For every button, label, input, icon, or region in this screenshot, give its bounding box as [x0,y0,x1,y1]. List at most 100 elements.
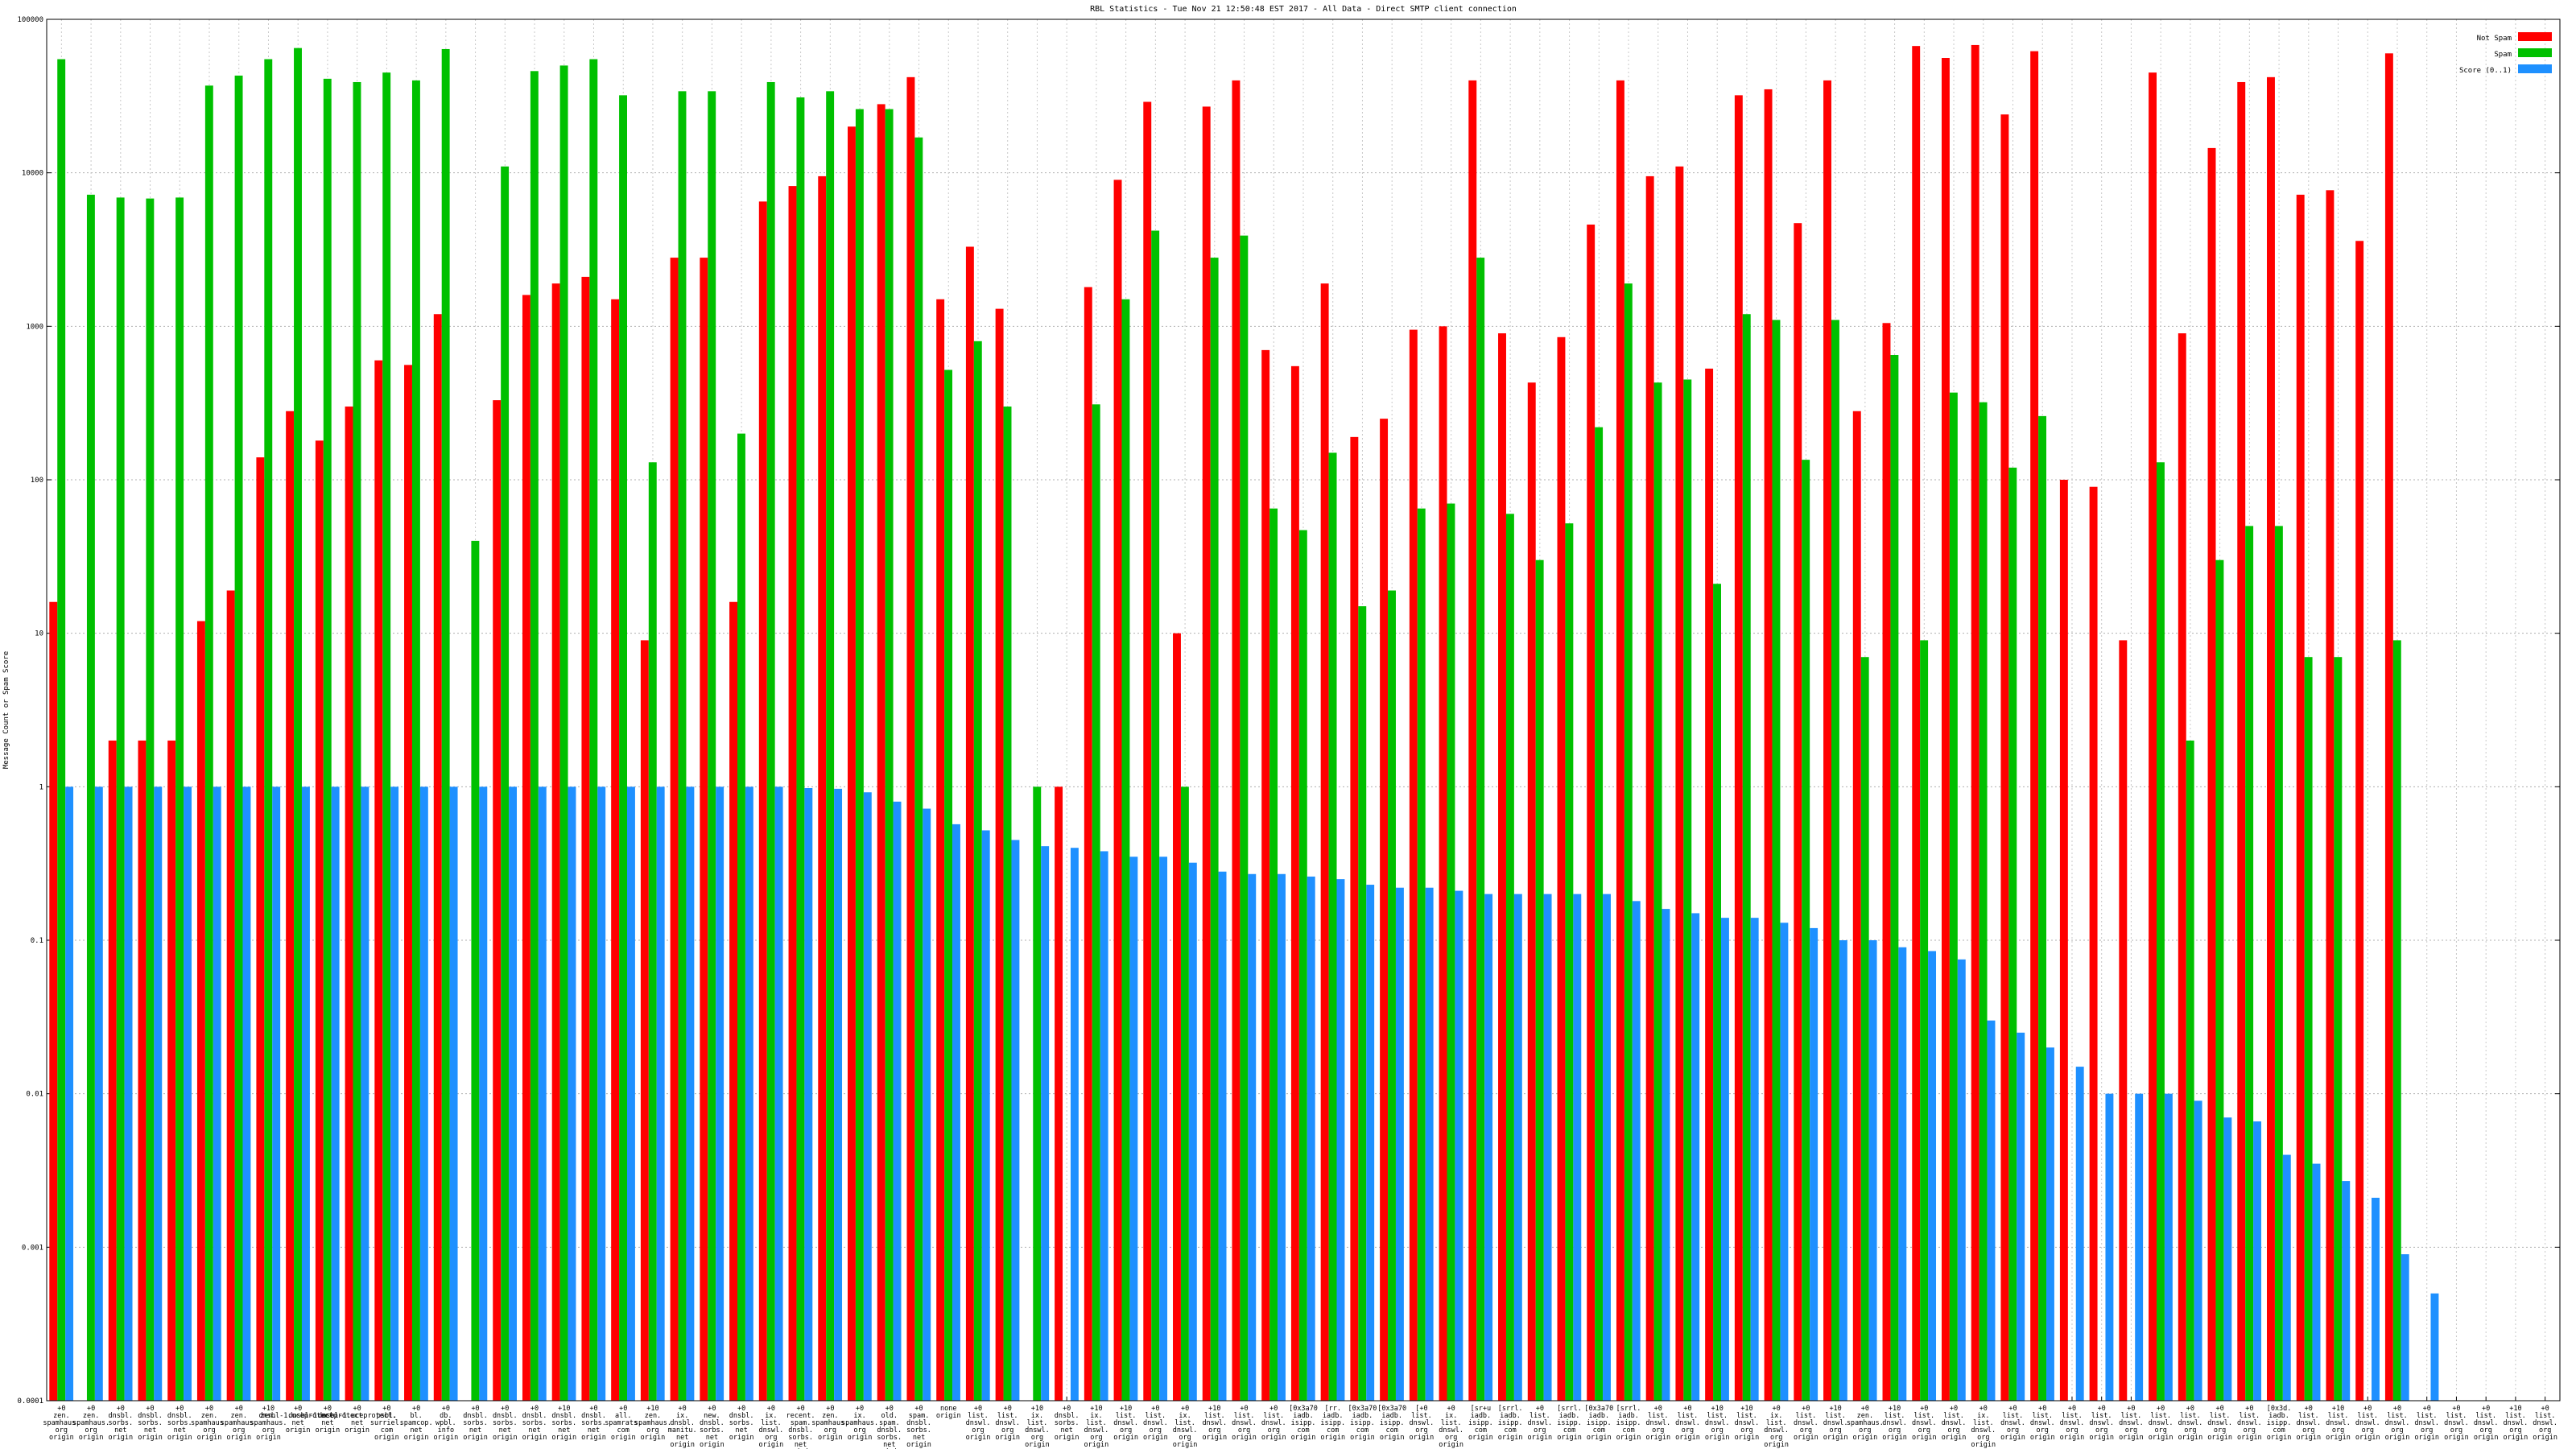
bar-score [1513,894,1522,1401]
x-tick-label: org [1740,1426,1752,1435]
x-tick-label: dnswl. [2178,1419,2203,1427]
x-tick-label: +0 [2038,1405,2046,1413]
bar-spam [1683,379,1692,1402]
x-tick-label: [0x3a70 [1377,1405,1406,1413]
x-tick-label: isipp. [1557,1419,1582,1427]
y-tick-labels: 0.0001 0.001 0.01 0.1 1 10 100 1000 10000 100000 [17,16,43,1406]
x-tick-label: +0 [619,1405,627,1413]
x-tick-label: com [1504,1426,1516,1435]
bar-spam [1920,640,1929,1401]
x-tick-label: +0 [856,1405,864,1413]
x-tick-label: net [706,1434,718,1442]
bar-score [272,786,281,1401]
x-tick-label: zen. [645,1412,661,1420]
bar-spam [1447,503,1455,1401]
x-tick-label: +0 [2008,1405,2017,1413]
x-tick-label: origin [2030,1434,2055,1442]
x-tick-label: origin [1468,1434,1493,1442]
x-tick-label: org [1947,1426,1959,1435]
bar-spam [1328,452,1337,1401]
x-tick-label: origin [1055,1434,1080,1442]
bar-spam [1033,786,1042,1401]
bar-not-spam [286,411,295,1401]
bar-score [213,786,221,1401]
bar-spam [1742,314,1751,1402]
bar-spam [1535,559,1544,1401]
x-tick-label: iadb. [1381,1412,1402,1420]
x-tick-label: origin [2444,1434,2469,1442]
x-tick-label: origin [1557,1434,1582,1442]
x-tick-label: list. [2121,1412,2142,1420]
x-tick-label: org [1889,1426,1901,1435]
bar-score [2401,1254,2409,1401]
x-tick-label: iadb. [1588,1412,1609,1420]
legend-swatch [2518,64,2552,73]
x-tick-label: list. [2091,1412,2112,1420]
x-tick-label: dnswl. [1527,1419,1552,1427]
bar-spam [294,47,302,1402]
bar-spam [1595,427,1604,1401]
x-tick-label: com [1475,1426,1487,1435]
x-tick-label: dnswl. [759,1426,784,1435]
x-tick-label: info [438,1426,454,1435]
x-tick-label: origin [2267,1434,2292,1442]
x-tick-label: +0 [1861,1405,1869,1413]
bar-spam [2334,657,2343,1401]
bar-spam [323,78,332,1401]
x-tick-label: dnsbl. [788,1426,813,1435]
bar-score [1070,848,1079,1401]
x-tick-label: iadb. [2268,1412,2289,1420]
bar-spam [2038,415,2047,1401]
x-tick-label: new. [704,1412,720,1420]
bar-score [745,786,753,1401]
bar-not-spam [2119,640,2128,1401]
x-tick-label: +0 [117,1405,125,1413]
x-tick-label: +0 [2305,1405,2313,1413]
y-tick-label: 10000 [22,170,43,178]
bar-score [1868,940,1877,1401]
x-tick-label: origin [995,1434,1020,1442]
x-tick-label: net [558,1426,570,1435]
bar-score [2075,1067,2084,1401]
x-tick-label: +0 [767,1405,775,1413]
x-tick-label: dnswl. [2385,1419,2410,1427]
x-tick-label: net [795,1441,807,1449]
x-tick-label: dnswl. [2119,1419,2144,1427]
x-tick-label: ix. [853,1412,865,1420]
x-tick-label: list. [2298,1412,2319,1420]
x-tick-label: ix. [1445,1412,1457,1420]
x-tick-label: spamhaus. [841,1419,878,1427]
bar-score [834,788,843,1401]
x-tick-label: [rr. [1324,1405,1340,1413]
bar-score [804,788,813,1401]
x-tick-label: dnswl. [2326,1419,2351,1427]
x-tick-label: +0 [1240,1405,1248,1413]
bar-score [686,786,695,1401]
bar-spam [2274,526,2283,1401]
x-tick-label: list. [2535,1412,2556,1420]
bar-not-spam [1882,323,1891,1402]
x-tick-label: sorbs. [551,1419,576,1427]
bar-score [2282,1154,2291,1401]
x-tick-label: dnsbl-1.uceprotect. [318,1412,396,1420]
x-tick-label: origin [1971,1441,1996,1449]
x-tick-label: dnsbl. [906,1419,931,1427]
x-tick-label: org [1120,1426,1132,1435]
bar-spam [1003,407,1012,1402]
x-tick-label: origin [611,1434,636,1442]
x-tick-label: origin [1232,1434,1257,1442]
x-tick-label: net [1060,1426,1072,1435]
x-tick-label: list. [1766,1419,1787,1427]
x-tick-label: origin [1852,1434,1877,1442]
bar-spam [737,433,745,1401]
x-tick-label: +10 [1031,1405,1043,1413]
x-tick-label: org [1415,1426,1427,1435]
bar-not-spam [877,104,886,1401]
bar-not-spam [167,740,176,1401]
x-tick-label: +10 [2509,1405,2521,1413]
x-tick-label: +10 [262,1405,275,1413]
x-tick-label: list. [1678,1412,1699,1420]
x-tick-label: net [351,1419,363,1427]
x-tick-label: origin [167,1434,192,1442]
